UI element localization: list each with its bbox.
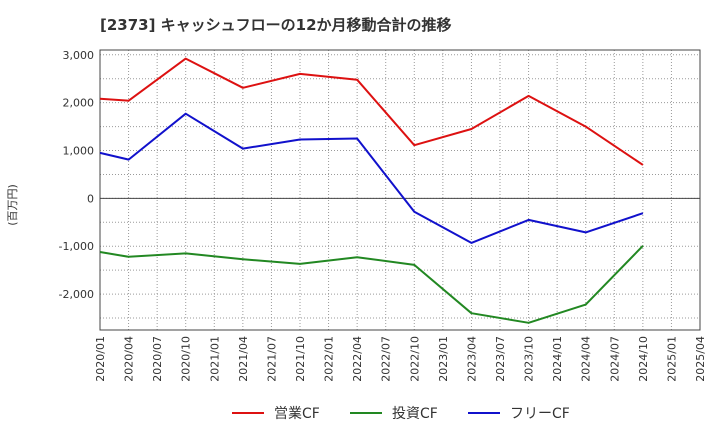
- x-tick-label: 2024/01: [551, 336, 564, 382]
- series-line-投資CF: [99, 245, 644, 324]
- x-tick-label: 2023/04: [465, 336, 478, 382]
- y-tick-label: 1,000: [63, 145, 95, 158]
- legend-label: フリーCF: [510, 406, 570, 422]
- x-tick-label: 2024/10: [637, 336, 650, 382]
- x-tick-label: 2020/01: [94, 336, 107, 382]
- x-tick-label: 2021/04: [237, 336, 250, 382]
- x-tick-label: 2020/04: [123, 336, 136, 382]
- y-tick-label: -1,000: [59, 240, 94, 253]
- x-tick-label: 2020/10: [180, 336, 193, 382]
- series-line-フリーCF: [99, 112, 644, 244]
- x-tick-label: 2021/10: [294, 336, 307, 382]
- y-tick-label: 2,000: [63, 97, 95, 110]
- x-tick-label: 2022/04: [351, 336, 364, 382]
- y-axis-label: (百万円): [6, 184, 19, 226]
- chart-title: [2373] キャッシュフローの12か月移動合計の推移: [100, 16, 452, 34]
- plot-frame: [99, 49, 701, 331]
- series-line-営業CF: [99, 57, 644, 166]
- x-tick-label: 2024/04: [580, 336, 593, 382]
- legend-label: 投資CF: [392, 406, 438, 422]
- x-tick-label: 2023/07: [494, 336, 507, 382]
- y-tick-labels: 3,000 2,000 1,000 0 -1,000 -2,000: [59, 49, 94, 301]
- y-tick-label: 0: [87, 192, 94, 205]
- series-lines: [99, 57, 644, 324]
- x-tick-label: 2023/10: [523, 336, 536, 382]
- x-tick-label: 2022/01: [323, 336, 336, 382]
- legend-label: 営業CF: [274, 406, 320, 422]
- x-tick-labels: 2020/01 2020/04 2020/07 2020/10 2021/01 2021/…: [94, 336, 707, 382]
- x-tick-label: 2022/07: [380, 336, 393, 382]
- x-tick-label: 2021/07: [265, 336, 278, 382]
- y-tick-label: 3,000: [63, 49, 95, 62]
- x-tick-label: 2023/01: [437, 336, 450, 382]
- y-tick-label: -2,000: [59, 288, 94, 301]
- x-tick-label: 2024/07: [608, 336, 621, 382]
- x-tick-label: 2025/01: [665, 336, 678, 382]
- x-tick-label: 2021/01: [208, 336, 221, 382]
- x-tick-label: 2022/10: [408, 336, 421, 382]
- plot-area: [100, 50, 700, 330]
- x-tick-label: 2020/07: [151, 336, 164, 382]
- x-tick-label: 2025/04: [694, 336, 707, 382]
- legend: 営業CF 投資CF フリーCF: [232, 406, 570, 422]
- axes: [99, 49, 701, 331]
